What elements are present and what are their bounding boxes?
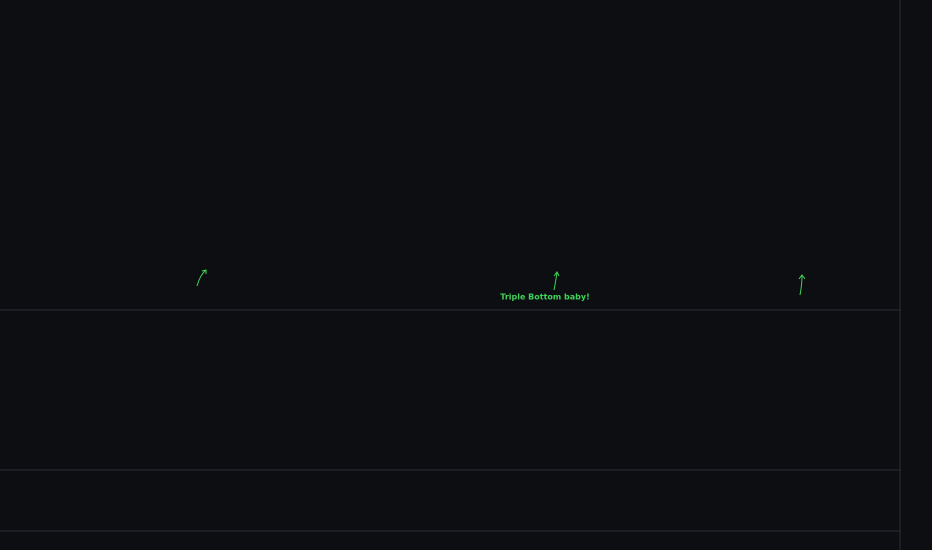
arrow <box>553 271 560 291</box>
arrow <box>798 274 806 296</box>
arrows <box>196 269 806 296</box>
arrow <box>196 269 207 287</box>
annotation: Triple Bottom baby! <box>500 293 590 302</box>
